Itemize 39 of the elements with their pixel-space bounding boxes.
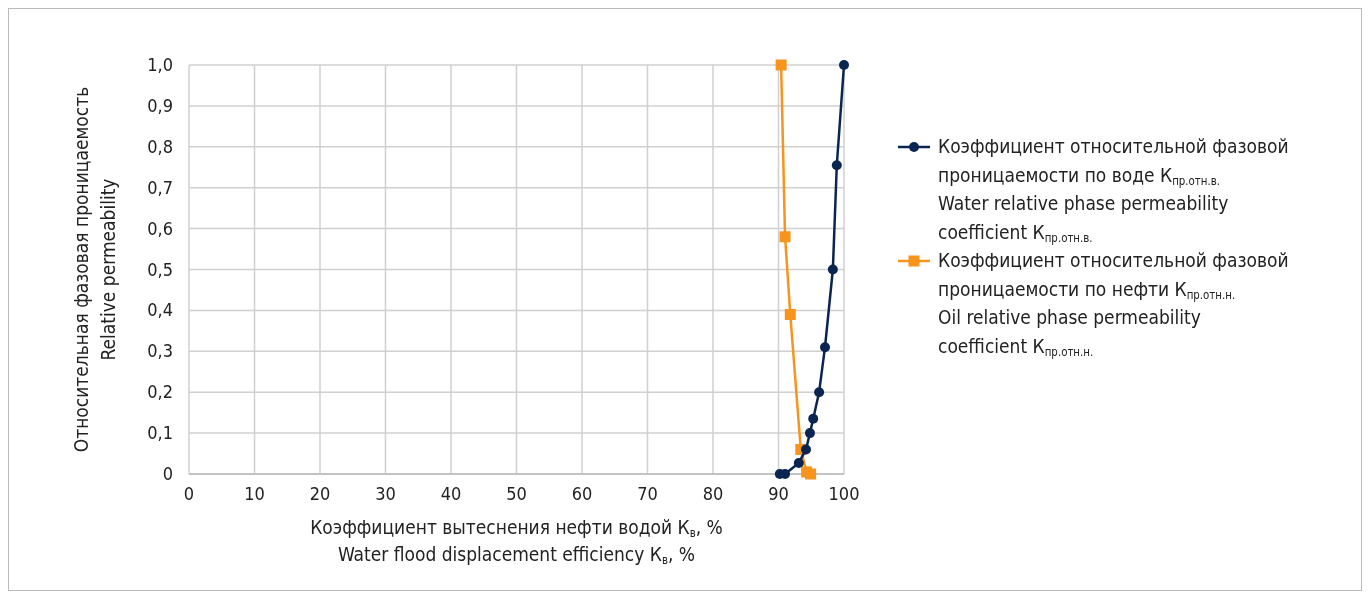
text: Коэффициент вытеснения нефти водой К$_{в}$, % Water flood displacement efficiency К$_{в}$, % [310,516,723,568]
y-tick-label: 0,8 [147,135,173,157]
x-tick-label: 0 [183,483,195,504]
x-tick-label: 40 [440,483,462,504]
y-tick-label: 1,0 [147,54,173,75]
y-tick-label: 0 [162,463,173,484]
point [805,468,817,480]
x-tick-label: 100 [828,483,860,504]
point [775,59,787,71]
point [820,342,831,353]
y-tick-label: 0,1 [147,422,173,444]
point [827,264,838,275]
y-tick-label: 0,7 [147,176,173,198]
x-tick-label: 10 [244,483,265,504]
point [808,413,819,424]
x-tick-label: 70 [637,483,658,504]
y-tick-label: 0,9 [147,94,173,116]
point [779,231,791,243]
legend-label: Коэффициент относительной фазовой проницаемости по нефти К$_{пр.отн.н.}$ Oil relative phase permeability coefficient К$_{пр.отн.н.}$ [938,249,1289,359]
y-tick-label: 0,3 [147,340,173,362]
y-tick-label: 0,4 [147,299,173,321]
x-tick-label: 50 [506,483,527,504]
x-tick-label: 90 [768,483,789,504]
x-tick-label: 20 [309,483,331,504]
legend-label: Коэффициент относительной фазовой проницаемости по воде К$_{пр.отн.в.}$ Water relative phase permeability coefficient К$_{пр.отн.в.}$ [938,135,1289,245]
y-tick-label: 0,6 [147,217,173,239]
point [831,160,842,171]
x-tick-label: 30 [375,483,396,504]
point [793,457,804,468]
x-tick-label: 80 [702,483,724,504]
point [804,428,815,439]
y-tick-label: 0,2 [147,381,173,403]
y-axis-title: Относительная фазовая проницаемость Relative permeability [70,86,119,453]
point [839,60,849,70]
y-tick-label: 0,5 [147,258,173,280]
point [801,444,812,455]
point [784,308,796,320]
x-tick-label: 60 [571,483,593,504]
point [814,387,825,398]
